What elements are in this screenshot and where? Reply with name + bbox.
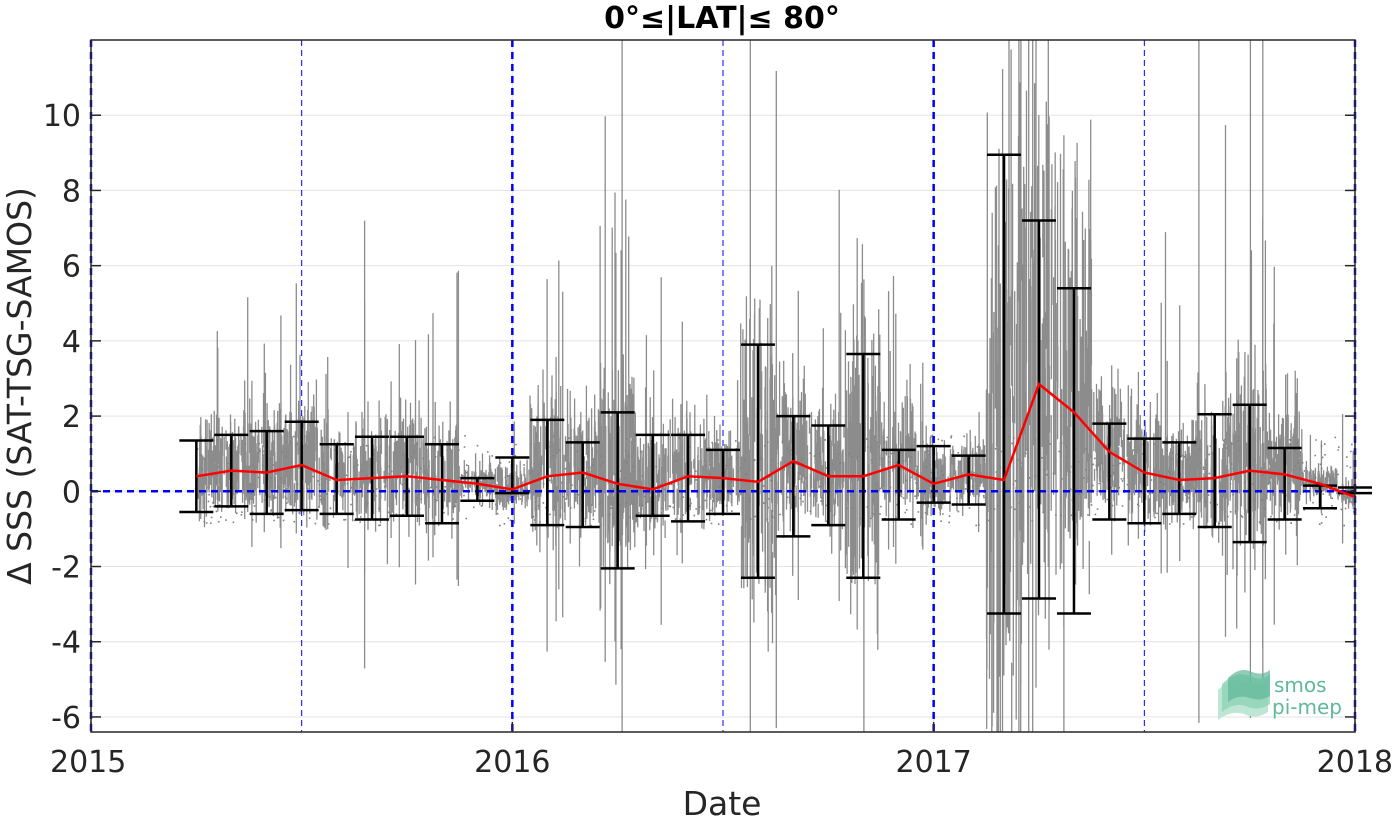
scatter-points [195,40,1356,732]
error-bar [671,433,706,523]
error-bar [424,443,459,525]
error-bar [881,448,916,521]
error-bar [530,418,565,527]
plot-frame [90,39,1356,733]
x-tick-label: 2017 [895,745,971,780]
error-bar [706,448,740,516]
error-bar [565,441,600,529]
error-bar [1232,403,1267,544]
chart-title: 0°≤|LAT|≤ 80° [604,1,840,36]
smos-pimep-logo: smos pi-mep [1218,670,1342,720]
error-bar [635,433,670,517]
error-bar [1162,441,1197,516]
y-tick-label: 4 [62,325,81,360]
y-tick-label: -6 [51,701,81,736]
error-bar [1022,219,1056,600]
error-bar [460,476,495,502]
logo-text-pimep: pi-mep [1272,695,1342,719]
error-bar [1127,437,1162,525]
y-tick-label: 2 [62,400,81,435]
logo-icon [1218,670,1270,720]
y-tick-label: -4 [51,626,81,661]
y-tick-label: 8 [62,174,81,209]
error-bar [1056,286,1091,615]
y-tick-label: 0 [62,475,81,510]
error-bar [1092,422,1127,521]
error-bar [846,352,881,580]
mean-line [196,382,1356,499]
y-tick-label: 6 [62,250,81,285]
error-bar [776,414,811,538]
error-bar [1267,446,1302,521]
y-axis: -6 -4 -2 0 2 4 6 8 10 [43,99,1355,736]
error-bar [987,153,1022,615]
error-bar [495,456,530,495]
x-tick-label: 2015 [50,745,126,780]
error-bar [1197,412,1232,529]
x-tick-label: 2016 [474,745,550,780]
error-bar [951,454,986,506]
scatter-trace [195,40,1356,732]
logo-text-smos: smos [1274,673,1327,697]
error-bar [600,411,635,570]
y-tick-label: 10 [43,99,81,134]
x-tick-label: 2018 [1317,745,1393,780]
y-tick-label: -2 [51,551,81,586]
x-axis-title: Date [683,784,762,818]
x-axis: 2015 2016 2017 2018 [50,722,1393,780]
error-bar [740,343,775,580]
y-axis-title: Δ SSS (SAT-TSG-SAMOS) [0,187,39,585]
error-bar [916,444,951,504]
mean-line-path [196,382,1356,499]
error-bar [1303,484,1338,510]
